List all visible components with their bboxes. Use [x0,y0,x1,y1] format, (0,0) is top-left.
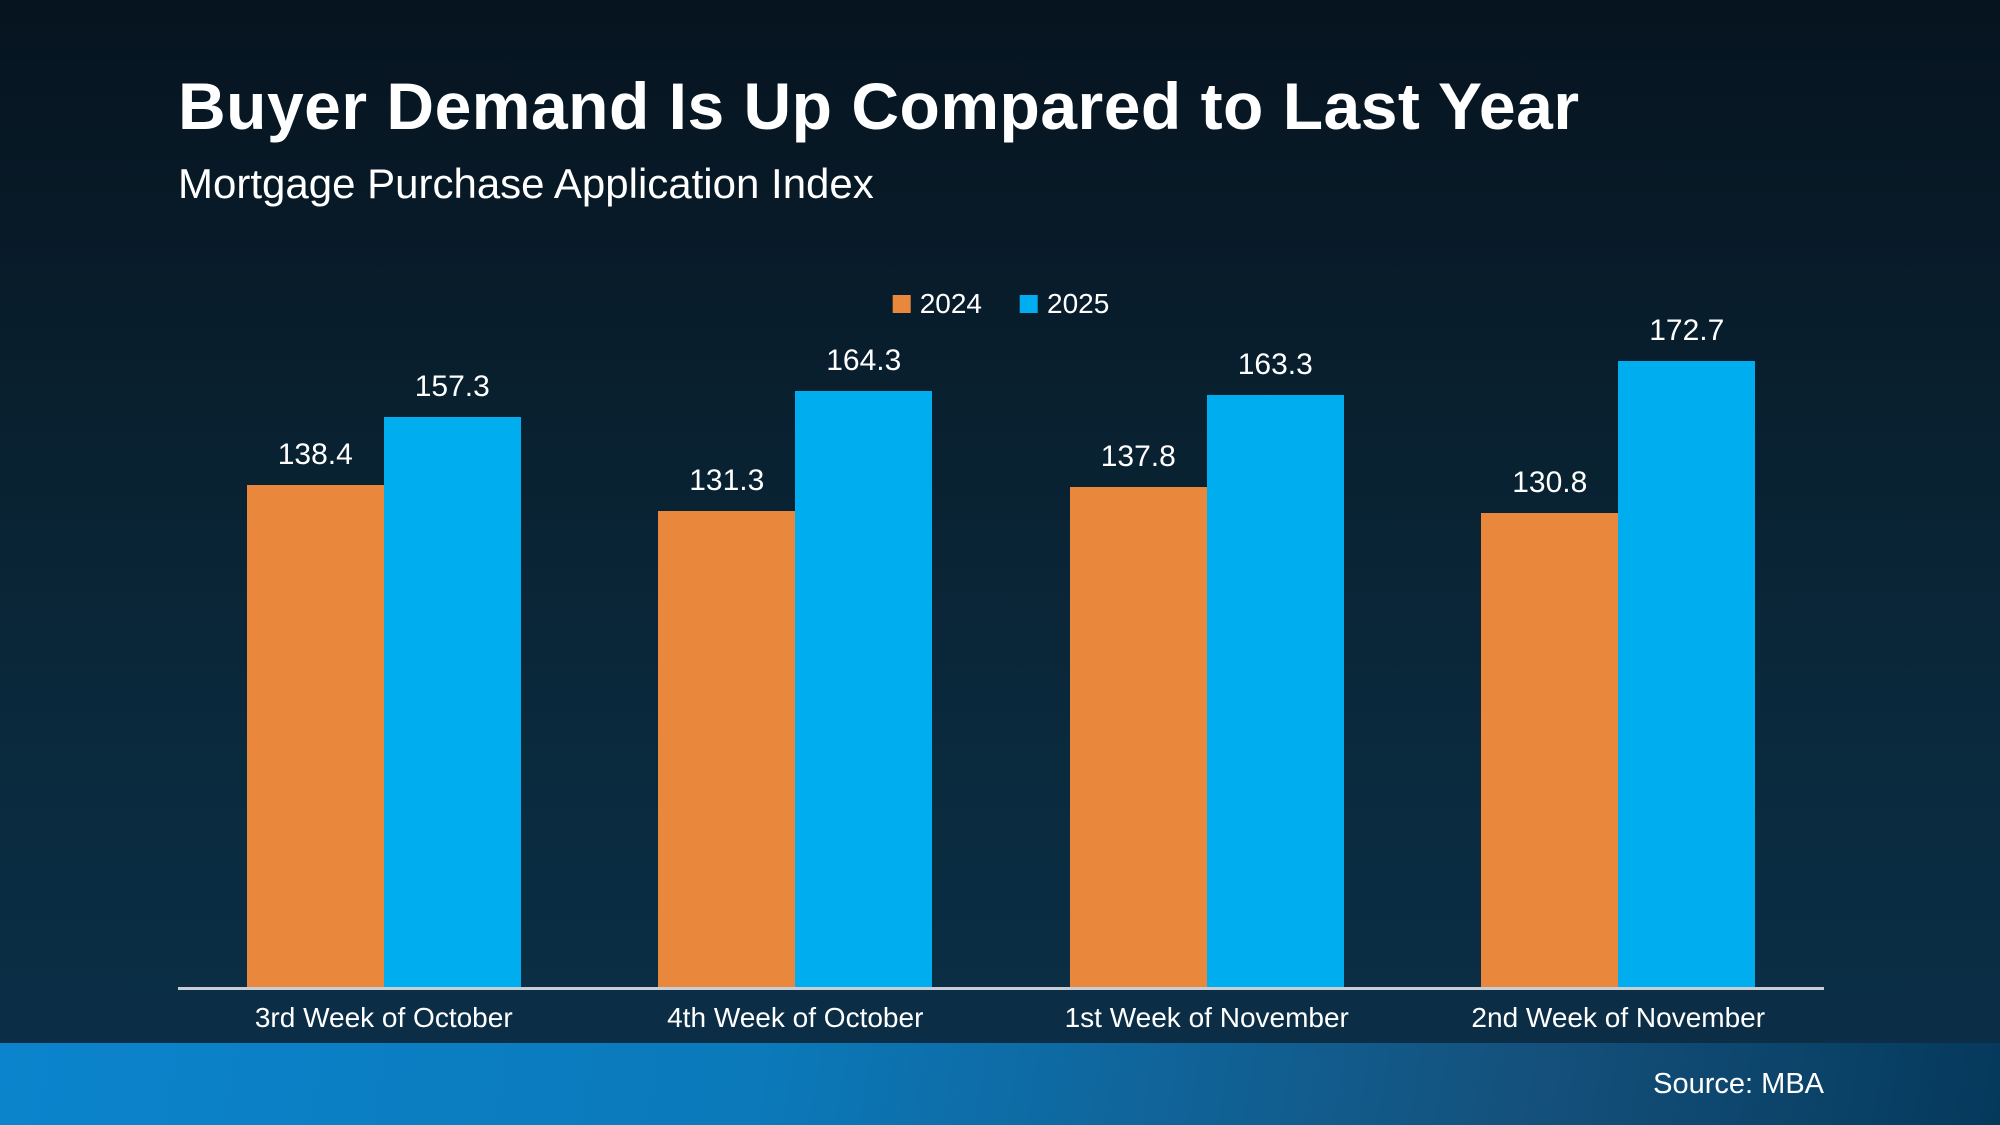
legend-label: 2024 [919,288,982,319]
bar-2025 [1206,395,1344,987]
bar-column-2025: 172.7 [1618,314,1756,987]
chart-legend: 2024 2025 [892,288,1109,320]
bar-column-2025: 163.3 [1206,348,1344,987]
bar-value-label: 164.3 [826,344,902,377]
bar-value-label: 138.4 [277,438,353,471]
page-subtitle: Mortgage Purchase Application Index [178,160,874,207]
bar-2025 [383,417,521,987]
bar-2024 [246,485,384,987]
legend-label: 2025 [1047,288,1110,319]
legend-swatch-2024 [892,295,911,313]
bar-2024 [1069,487,1207,987]
bar-value-label: 163.3 [1237,348,1313,381]
bar-group: 131.3 164.3 [590,0,1002,987]
bar-column-2025: 164.3 [795,344,933,987]
bar-value-label: 130.8 [1512,466,1588,499]
category-label: 4th Week of October [667,1002,924,1033]
bar-column-2024: 131.3 [658,464,796,987]
bar-column-2025: 157.3 [383,370,521,987]
category-label: 1st Week of November [1064,1002,1349,1033]
bar-group: 138.4 157.3 [178,0,590,987]
bar-value-label: 137.8 [1100,440,1176,473]
bar-value-label: 131.3 [689,464,765,497]
legend-item-2025: 2025 [1020,288,1109,320]
legend-item-2024: 2024 [892,288,982,320]
bar-chart-plot-area: 138.4 157.3 131.3 164.3 137.8 163.3 130.8 172.7 [178,0,1824,987]
bar-2025 [795,391,933,987]
category-label: 3rd Week of October [254,1002,513,1033]
legend-swatch-2025 [1020,295,1038,313]
bar-2024 [658,511,796,987]
x-axis-line [178,987,1824,990]
bar-value-label: 172.7 [1649,314,1725,347]
bar-2024 [1481,513,1619,987]
x-axis-category-labels: 3rd Week of October 4th Week of October 1s… [178,1002,1824,1034]
bar-2025 [1618,361,1756,987]
bar-column-2024: 137.8 [1069,440,1207,987]
bar-column-2024: 138.4 [246,438,384,987]
bar-column-2024: 130.8 [1481,466,1619,987]
bar-group: 137.8 163.3 [1001,0,1413,987]
bar-value-label: 157.3 [414,370,490,403]
footer-bar: Source: MBA [0,1043,2000,1125]
page-title: Buyer Demand Is Up Compared to Last Year [178,69,1580,143]
source-label: Source: MBA [1653,1067,1824,1100]
bar-group: 130.8 172.7 [1413,0,1825,987]
category-label: 2nd Week of November [1471,1002,1766,1033]
